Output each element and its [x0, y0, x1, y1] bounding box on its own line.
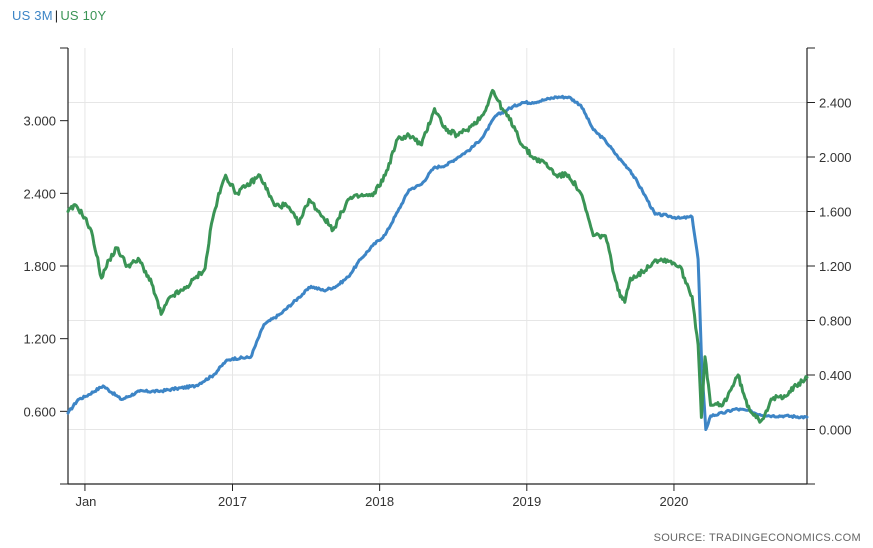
y-left-tick-label: 3.000	[23, 114, 56, 129]
grid-lines	[68, 48, 807, 484]
series-lines	[66, 88, 809, 431]
y-right-tick-label: 1.600	[819, 205, 852, 220]
y-left-tick-label: 1.200	[23, 332, 56, 347]
series-line-us-3m	[66, 94, 809, 431]
legend-us-10y[interactable]: US 10Y	[60, 8, 107, 23]
y-axis-left: 0.600 1.200 1.800 2.400 3.000	[23, 47, 68, 485]
x-axis: Jan 2017 2018 2019 2020	[75, 484, 688, 509]
chart-legend: US 3M | US 10Y	[12, 8, 106, 23]
y-right-tick-label: 1.200	[819, 259, 852, 274]
y-left-tick-label: 0.600	[23, 404, 56, 419]
source-credit: SOURCE: TRADINGECONOMICS.COM	[653, 532, 861, 544]
y-left-tick-label: 2.400	[23, 186, 56, 201]
x-tick-label: 2019	[512, 494, 541, 509]
x-tick-label: 2018	[365, 494, 394, 509]
series-line-us-10y	[66, 88, 809, 424]
x-tick-label: 2017	[218, 494, 247, 509]
x-tick-label: Jan	[75, 494, 96, 509]
y-right-tick-label: 0.400	[819, 368, 852, 383]
x-tick-label: 2020	[659, 494, 688, 509]
y-right-tick-label: 2.400	[819, 96, 852, 111]
y-right-tick-label: 2.000	[819, 150, 852, 165]
legend-separator: |	[54, 8, 59, 23]
y-right-tick-label: 0.800	[819, 314, 852, 329]
y-right-tick-label: 0.000	[819, 423, 852, 438]
y-axis-right: 0.000 0.400 0.800 1.200 1.600 2.000 2.400	[807, 47, 852, 485]
y-left-tick-label: 1.800	[23, 259, 56, 274]
legend-us-3m[interactable]: US 3M	[12, 8, 53, 23]
